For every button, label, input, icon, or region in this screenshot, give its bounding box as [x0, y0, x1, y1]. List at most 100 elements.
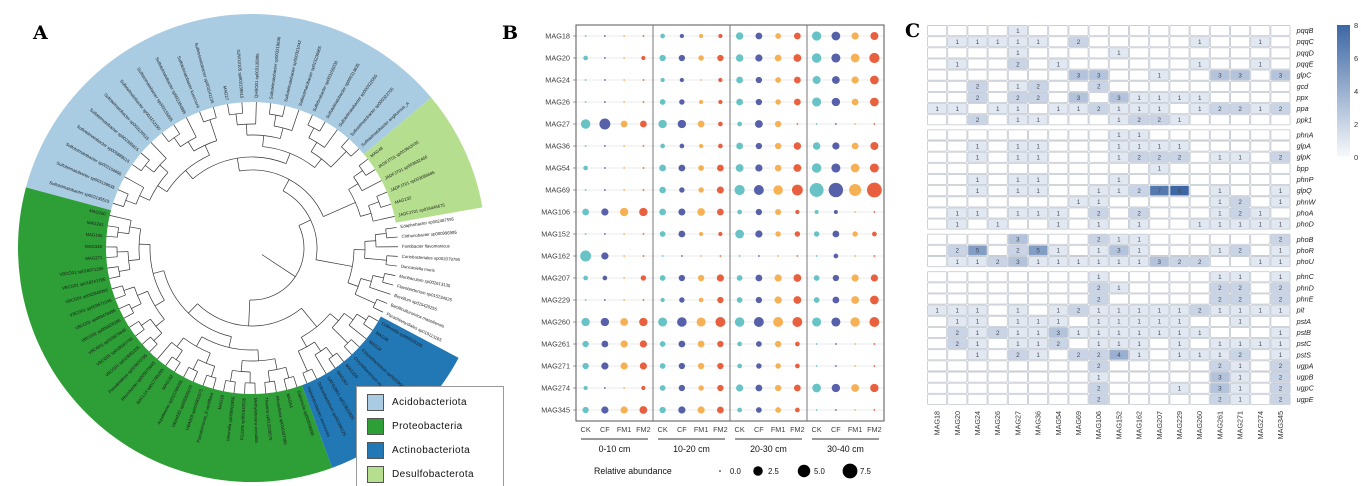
- abundance-bubble: [620, 318, 629, 326]
- abundance-bubble: [775, 33, 782, 39]
- heatmap-cell: [1088, 25, 1109, 37]
- heatmap-cell: [1189, 326, 1210, 338]
- heatmap-cell: [1088, 103, 1109, 115]
- heatmap-cell: [967, 58, 988, 70]
- abundance-bubble: [813, 275, 820, 281]
- abundance-bubble: [834, 409, 837, 411]
- heatmap-cell: [947, 371, 968, 383]
- heatmap-cell: [1129, 185, 1150, 197]
- heatmap-cell: [927, 382, 948, 394]
- cell-value: 1: [1016, 188, 1020, 195]
- tree-branch: [204, 145, 210, 156]
- heatmap-cell: [1068, 69, 1089, 81]
- heatmap-cell: [1007, 25, 1028, 37]
- heatmap-cell: [1149, 326, 1170, 338]
- heatmap-cell: [1189, 233, 1210, 245]
- heatmap-cell: [1129, 207, 1150, 219]
- heatmap-cell: [967, 271, 988, 283]
- heatmap-cell: [1209, 371, 1230, 383]
- heatmap-cell: [1068, 315, 1089, 327]
- heatmap-cell: [1048, 382, 1069, 394]
- heatmap-cell: [947, 25, 968, 37]
- heatmap-cell: [967, 162, 988, 174]
- abundance-bubble: [811, 53, 822, 63]
- abundance-bubble: [659, 275, 666, 281]
- heatmap-cell: [1250, 80, 1271, 92]
- abundance-bubble: [623, 167, 626, 169]
- tree-branch: [314, 158, 322, 168]
- abundance-bubble: [678, 54, 686, 62]
- cell-value: 1: [1218, 352, 1222, 359]
- heatmap-cell: [1007, 151, 1028, 163]
- abundance-bubble: [866, 182, 882, 198]
- heatmap-cell: [1149, 91, 1170, 104]
- heatmap-cell: [1149, 218, 1170, 230]
- phylum-label: Acidobacteriota: [392, 397, 467, 408]
- cell-value: 1: [1178, 319, 1182, 326]
- abundance-bubble: [755, 274, 763, 282]
- cell-value: 1: [1198, 39, 1202, 46]
- cell-value: 1: [1259, 106, 1263, 113]
- mag-column-label: MAG106: [1094, 411, 1103, 439]
- abundance-bubble: [639, 317, 648, 327]
- heatmap-cell: [1048, 338, 1069, 350]
- heatmap-cell: [1250, 371, 1271, 383]
- heatmap-cell: [987, 47, 1008, 59]
- cell-value: 1: [1036, 143, 1040, 150]
- heatmap-cell: [947, 349, 968, 361]
- abundance-bubble: [795, 407, 800, 413]
- colorbar-tick-label: 6: [1354, 54, 1358, 63]
- abundance-bubble: [715, 317, 726, 327]
- abundance-bubble: [755, 296, 763, 304]
- tree-branch: [314, 341, 322, 352]
- abundance-bubble: [698, 143, 704, 149]
- tree-arc: [192, 156, 287, 180]
- heatmap-cell: [1169, 91, 1190, 104]
- heatmap-cell: [1169, 162, 1190, 174]
- heatmap-cell: [987, 271, 1008, 283]
- heatmap-cell: [1007, 36, 1028, 48]
- tree-arc: [239, 169, 324, 217]
- heatmap-cell: [1088, 196, 1109, 208]
- heatmap-cell: [947, 47, 968, 59]
- cell-value: 1: [1178, 352, 1182, 359]
- abundance-bubble: [718, 231, 723, 237]
- heatmap-cell: [927, 129, 948, 141]
- cell-value: 1: [1137, 352, 1141, 359]
- cell-value: 2: [1238, 199, 1242, 206]
- heatmap-cell: [1189, 58, 1210, 70]
- abundance-bubble: [642, 167, 645, 169]
- heatmap-cell: [1149, 58, 1170, 70]
- abundance-bubble: [793, 98, 801, 106]
- abundance-bubble: [831, 53, 841, 63]
- abundance-bubble: [755, 384, 763, 392]
- heatmap-cell: [1068, 371, 1089, 383]
- abundance-bubble: [698, 231, 704, 237]
- cell-value: 1: [1036, 259, 1040, 266]
- cell-value: 1: [956, 259, 960, 266]
- cell-value: 2: [1198, 307, 1202, 314]
- heatmap-cell: [1169, 338, 1190, 350]
- abundance-bubble: [697, 406, 705, 414]
- cell-value: 1: [1238, 386, 1242, 393]
- panel-c-letter: C: [905, 20, 921, 42]
- heatmap-cell: [1270, 25, 1291, 37]
- cell-value: 3: [1218, 386, 1222, 393]
- heatmap-cell: [1108, 69, 1129, 81]
- tip-label: G2W10105 sp003139515: [236, 49, 244, 99]
- heatmap-cell: [1108, 315, 1129, 327]
- tree-branch: [348, 183, 359, 190]
- cell-value: 1: [1036, 341, 1040, 348]
- tree-branch: [358, 158, 369, 167]
- tree-arc: [348, 189, 361, 217]
- gene-label: glpK: [1297, 153, 1313, 162]
- heatmap-cell: [1169, 114, 1190, 126]
- heatmap-cell: [1088, 271, 1109, 283]
- abundance-bubble: [795, 209, 800, 215]
- abundance-bubble: [639, 207, 648, 217]
- cell-value: 1: [1036, 177, 1040, 184]
- heatmap-cell: [1068, 114, 1089, 126]
- abundance-bubble: [620, 120, 628, 128]
- heatmap-cell: [967, 151, 988, 163]
- abundance-bubble: [639, 120, 647, 128]
